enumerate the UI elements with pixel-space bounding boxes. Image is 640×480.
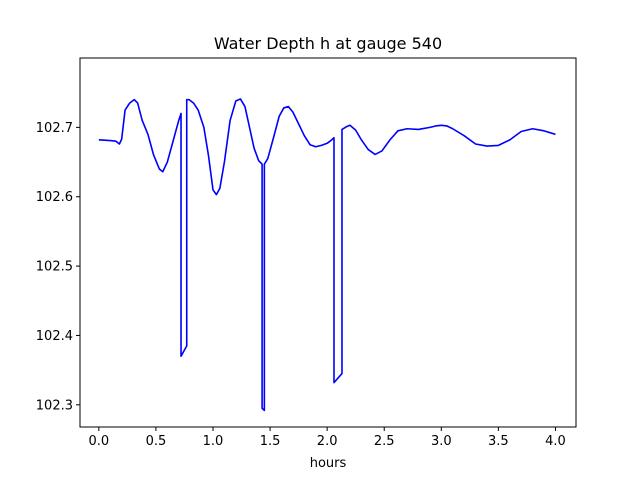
plot-frame [79,57,577,428]
y-tick-label: 102.6 [36,190,73,205]
x-tick-label: 2.0 [317,434,338,449]
series-line-0 [98,98,556,412]
x-axis-label: hours [310,456,347,471]
x-tick-label: 1.0 [203,434,224,449]
x-tick-label: 3.5 [488,434,509,449]
y-tick-label: 102.4 [36,329,73,344]
y-axis: 102.3 102.4 102.5 102.6 102.7 [36,121,80,413]
x-tick-label: 2.5 [374,434,395,449]
x-tick-label: 3.0 [431,434,452,449]
y-tick-label: 102.7 [36,121,73,136]
x-tick-label: 0.0 [88,434,109,449]
x-tick-label: 0.5 [146,434,167,449]
chart-title: Water Depth h at gauge 540 [214,34,442,53]
y-tick-label: 102.3 [36,398,73,413]
plot-area [98,98,556,412]
y-tick-label: 102.5 [36,260,73,275]
x-tick-label: 1.5 [260,434,281,449]
x-axis: 0.0 0.5 1.0 1.5 2.0 2.5 3.0 3.5 4.0 [88,427,566,449]
x-tick-label: 4.0 [545,434,566,449]
